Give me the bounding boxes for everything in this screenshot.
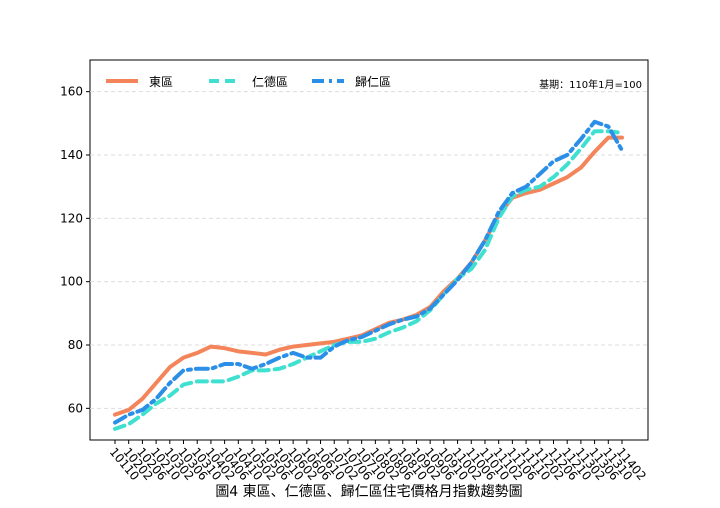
y-tick-label: 140 <box>60 148 83 162</box>
series-line <box>113 129 624 431</box>
series-line <box>113 119 624 425</box>
annotation: 基期：110年1月=100 <box>539 78 642 91</box>
legend-label: 歸仁區 <box>355 75 391 89</box>
y-tick-label: 60 <box>68 401 83 415</box>
legend-label: 東區 <box>149 75 173 89</box>
plot-frame <box>89 59 649 441</box>
y-tick-label: 120 <box>60 211 83 225</box>
legend-label: 仁德區 <box>252 74 288 89</box>
y-tick-label: 160 <box>60 85 83 99</box>
chart-title: 圖4 東區、仁德區、歸仁區住宅價格月指數趨勢圖 <box>215 483 522 500</box>
y-tick-label: 100 <box>60 275 83 289</box>
y-tick-label: 80 <box>68 338 83 352</box>
series-line <box>113 135 624 417</box>
